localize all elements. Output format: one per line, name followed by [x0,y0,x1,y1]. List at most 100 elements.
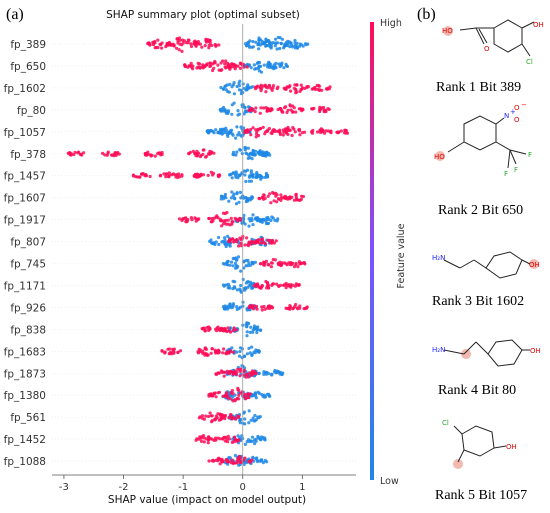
shap-point [238,236,242,240]
shap-point [201,152,205,156]
shap-point [275,200,279,204]
shap-point [176,39,180,43]
shap-point [233,67,237,71]
shap-point [211,219,215,223]
shap-point [217,242,221,247]
shap-point [255,307,259,311]
shap-point [222,347,226,351]
shap-point [285,85,289,89]
shap-point [251,39,255,44]
atom-label: F [528,151,532,159]
shap-point [177,217,182,221]
shap-point [284,281,288,286]
shap-point [175,46,179,50]
shap-point [228,82,232,86]
shap-point [264,395,268,399]
shap-point [210,459,214,463]
shap-point [113,151,117,155]
shap-point [226,222,230,226]
shap-point [237,354,242,358]
shap-point [239,244,243,248]
shap-point [256,436,260,440]
shap-point [270,215,274,219]
shap-point [236,457,240,461]
shap-point [266,194,270,198]
shap-point [303,130,307,134]
shap-point [223,85,227,89]
shap-point [274,191,278,195]
shap-point [236,388,240,392]
shap-point [230,190,234,194]
shap-point [229,172,233,176]
shap-point [194,175,198,179]
shap-point [235,192,239,196]
shap-point [289,261,293,265]
shap-point [262,263,266,267]
shap-point [198,348,202,352]
atom-label: OH [506,443,517,451]
shap-point [207,435,211,439]
shap-point [257,196,261,200]
shap-point [146,152,150,156]
shap-point [297,107,301,111]
shap-point [201,173,205,177]
shap-point [237,306,241,311]
shap-point [295,46,300,50]
shap-point [281,196,285,200]
feature-label: fp_650 [10,61,46,73]
shap-point [250,353,254,358]
shap-point [231,150,236,154]
feature-label: fp_1602 [4,83,46,95]
shap-point [170,173,174,177]
shap-point [236,218,241,222]
shap-point [296,265,300,269]
shap-point [194,217,198,221]
shap-point [255,327,259,331]
shap-point [234,153,238,157]
shap-point [214,350,218,354]
shap-point [212,66,216,70]
shap-point [219,85,223,90]
shap-point [197,151,201,155]
shap-point [270,372,274,376]
shap-point [219,194,224,198]
shap-point [163,351,167,355]
shap-point [298,133,302,137]
shap-point [311,128,315,133]
shap-point [238,66,242,70]
highlighted-atom [435,151,445,161]
shap-point [260,305,264,309]
shap-point [189,44,194,49]
shap-point [255,349,259,353]
shap-point [284,306,288,310]
shap-point [254,40,258,44]
shap-point [167,41,171,46]
shap-point [251,307,256,311]
highlighted-atom [443,26,453,36]
shap-point [237,415,241,419]
shap-point [203,44,207,48]
shap-point [229,413,233,417]
shap-point [212,151,216,155]
shap-point [276,35,280,40]
shap-point [235,238,239,242]
shap-point [291,126,295,130]
shap-point [187,38,191,42]
shap-point [82,151,86,155]
shap-point [271,129,275,133]
shap-point [231,279,235,283]
shap-point [212,216,216,220]
shap-point [251,455,255,459]
shap-point [183,64,187,68]
shap-point [248,371,252,375]
shap-point [257,41,261,45]
feature-gridlines [52,43,356,462]
feature-label: fp_1457 [4,171,46,183]
shap-point [295,41,299,45]
shap-point [164,175,168,179]
shap-point [156,45,160,50]
atom-label: O [514,104,520,112]
shap-point [199,439,204,443]
shap-point [296,283,300,287]
shap-point [204,414,208,418]
